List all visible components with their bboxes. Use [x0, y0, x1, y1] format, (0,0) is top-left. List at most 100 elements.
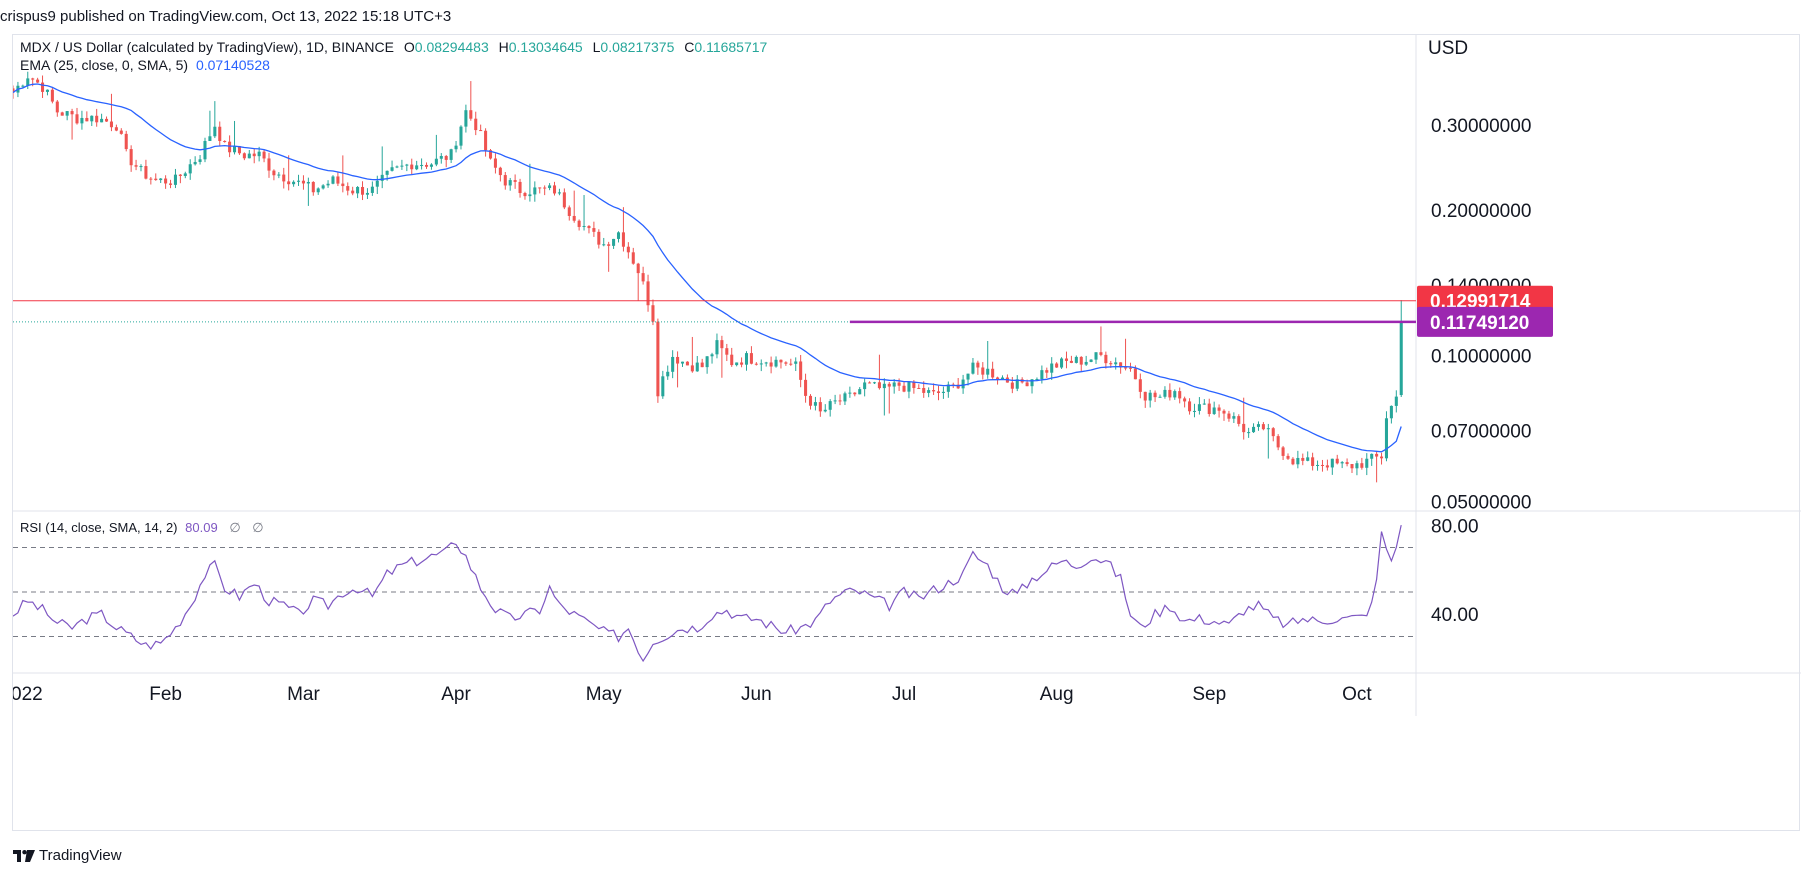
candle-body: [449, 149, 453, 160]
candle-body: [144, 166, 148, 179]
rsi-extra-2: ∅: [252, 520, 264, 535]
candle-body: [705, 356, 709, 368]
chart-frame[interactable]: USD0.300000000.200000000.140000000.10000…: [12, 34, 1801, 832]
axes-layer: USD0.300000000.200000000.140000000.10000…: [13, 38, 1553, 705]
candle-body: [749, 353, 753, 364]
candle-body: [779, 359, 783, 363]
candle-body: [1384, 418, 1388, 459]
candle-body: [75, 114, 79, 124]
candle-body: [169, 183, 173, 185]
candle-body: [1015, 379, 1019, 389]
rsi-legend[interactable]: RSI (14, close, SMA, 14, 2) 80.09 ∅ ∅: [20, 520, 264, 536]
symbol-name: MDX / US Dollar (calculated by TradingVi…: [20, 39, 394, 55]
candle-body: [941, 391, 945, 393]
candle-body: [1153, 392, 1157, 398]
ema-value: 0.07140528: [195, 57, 270, 73]
candle-body: [493, 158, 497, 168]
candle-body: [612, 238, 616, 246]
candle-body: [1114, 362, 1118, 365]
candle-body: [1138, 379, 1142, 392]
publish-info: crispus9 published on TradingView.com, O…: [0, 8, 452, 25]
candle-body: [90, 115, 94, 122]
tradingview-logo-icon: [13, 849, 35, 862]
candle-body: [252, 153, 256, 157]
candle-body: [316, 188, 320, 193]
candle-body: [395, 166, 399, 168]
candle-body: [676, 356, 680, 364]
candle-body: [666, 371, 670, 377]
candle-body: [390, 167, 394, 171]
candle-body: [922, 387, 926, 393]
candle-body: [1074, 356, 1078, 363]
candle-body: [1045, 370, 1049, 373]
candle-body: [838, 400, 842, 402]
candle-body: [1330, 458, 1334, 468]
candle-body: [843, 393, 847, 402]
candle-body: [523, 193, 527, 197]
candle-body: [887, 383, 891, 387]
candle-body: [1168, 389, 1172, 398]
candle-body: [552, 185, 557, 194]
candle-body: [607, 244, 611, 246]
candle-body: [1212, 407, 1216, 414]
price-axis-unit: USD: [1428, 38, 1468, 59]
candle-body: [1325, 465, 1329, 468]
candle-body: [360, 186, 365, 195]
candle-body: [513, 180, 517, 182]
candle-body: [26, 78, 30, 86]
candle-body: [1296, 457, 1300, 465]
candle-body: [484, 130, 488, 151]
footer-brand[interactable]: TradingView: [13, 847, 122, 864]
candle-body: [385, 170, 389, 175]
candle-body: [1109, 363, 1113, 365]
candle-body: [936, 391, 941, 393]
candle-body: [631, 252, 635, 264]
candle-body: [60, 112, 64, 116]
candle-body: [858, 389, 862, 395]
candle-body: [36, 79, 40, 83]
candle-body: [1124, 367, 1128, 369]
candle-body: [1291, 458, 1295, 465]
candle-body: [321, 185, 325, 189]
levels-layer: [13, 300, 1416, 324]
candle-body: [247, 153, 251, 159]
candle-body: [100, 118, 104, 123]
candle-body: [882, 383, 886, 389]
candle-body: [784, 362, 788, 364]
candle-body: [1094, 352, 1098, 360]
candle-body: [1202, 403, 1206, 405]
candle-body: [680, 361, 685, 364]
candle-body: [282, 174, 286, 182]
ema-legend[interactable]: EMA (25, close, 0, SMA, 5) 0.07140528: [20, 57, 270, 73]
time-tick-label: May: [586, 684, 622, 705]
candle-body: [444, 156, 448, 160]
candle-body: [13, 88, 15, 93]
candle-body: [183, 173, 187, 176]
candle-body: [1242, 423, 1246, 433]
candle-body: [336, 176, 340, 184]
candle-body: [41, 82, 45, 92]
candle-body: [1178, 391, 1182, 399]
candle-body: [1375, 453, 1379, 457]
candle-body: [730, 354, 734, 366]
low-label: L: [592, 39, 601, 55]
candle-body: [1084, 361, 1088, 365]
time-tick-label: Feb: [149, 684, 182, 705]
chart-svg[interactable]: USD0.300000000.200000000.140000000.10000…: [13, 35, 1801, 832]
candle-body: [1311, 457, 1315, 466]
open-label: O: [403, 39, 415, 55]
candle-body: [907, 381, 911, 392]
grid-layer: [13, 35, 1801, 716]
candle-body: [410, 164, 414, 170]
candle-body: [808, 395, 813, 406]
candle-body: [50, 89, 54, 102]
candle-body: [80, 117, 84, 124]
candle-body: [85, 117, 89, 122]
candle-body: [193, 161, 197, 165]
candle-body: [237, 146, 241, 154]
candle-body: [700, 362, 704, 368]
candle-body: [740, 362, 744, 365]
candle-body: [641, 273, 645, 282]
candle-body: [208, 136, 212, 141]
candle-body: [65, 111, 69, 116]
